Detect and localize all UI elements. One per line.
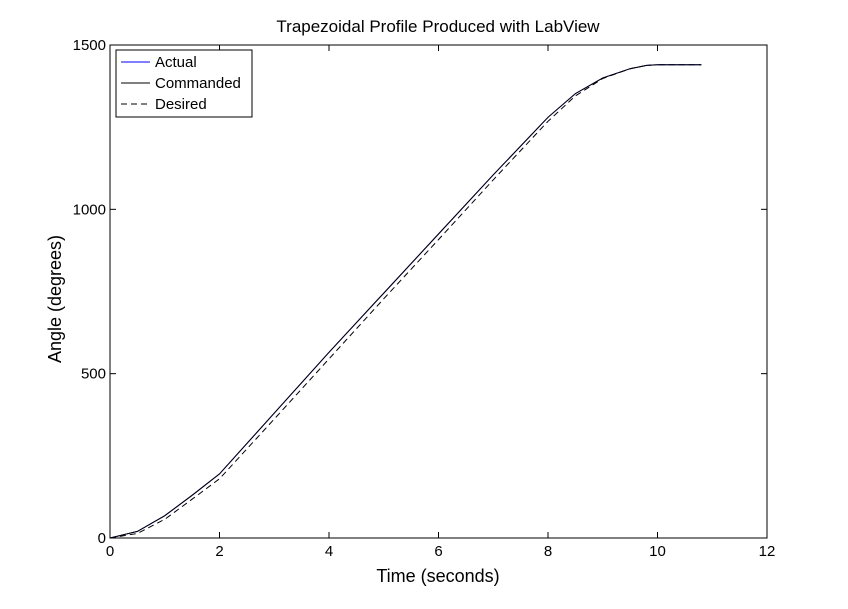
x-axis: 0 2 4 6 8 10 12 <box>106 45 776 560</box>
legend-label-actual: Actual <box>155 54 197 71</box>
y-axis-label: Angle (degrees) <box>45 235 65 363</box>
series-lines <box>109 64 702 539</box>
x-tick-label: 2 <box>215 543 223 560</box>
x-tick-label: 10 <box>649 543 666 560</box>
x-tick-label: 8 <box>544 543 552 560</box>
y-tick-label: 1500 <box>73 37 106 54</box>
chart-title: Trapezoidal Profile Produced with LabVie… <box>276 17 600 36</box>
x-tick-label: 4 <box>325 543 333 560</box>
y-tick-label: 500 <box>81 366 106 383</box>
x-tick-label: 12 <box>759 543 776 560</box>
series-line-commanded <box>109 64 702 539</box>
x-tick-label: 0 <box>106 543 114 560</box>
y-axis: 0 500 1000 1500 <box>73 37 767 547</box>
legend-label-commanded: Commanded <box>155 75 241 92</box>
x-axis-label: Time (seconds) <box>376 566 499 586</box>
legend-label-desired: Desired <box>155 96 207 113</box>
y-tick-label: 1000 <box>73 201 106 218</box>
legend: Actual Commanded Desired <box>115 49 253 118</box>
series-line-desired <box>109 64 702 539</box>
x-tick-label: 6 <box>434 543 442 560</box>
y-tick-label: 0 <box>98 530 106 547</box>
